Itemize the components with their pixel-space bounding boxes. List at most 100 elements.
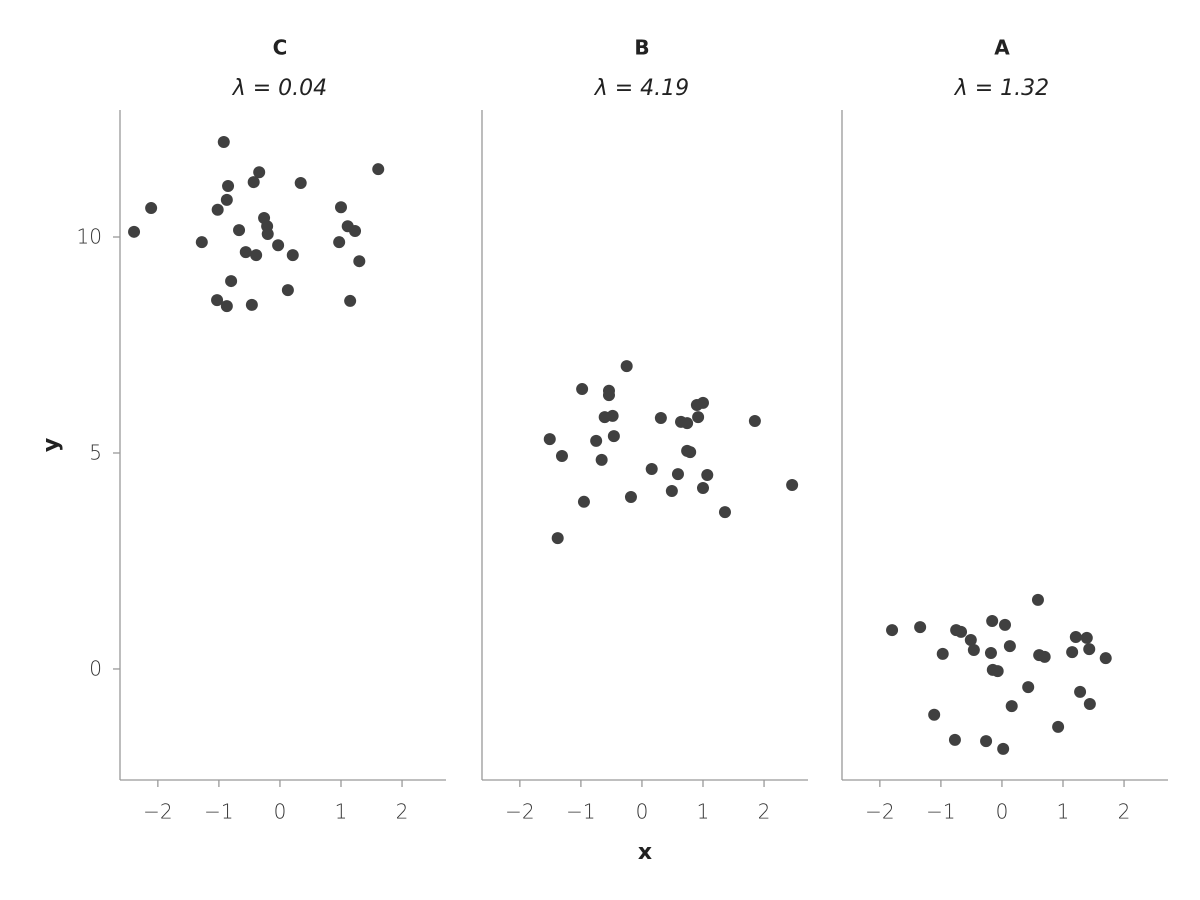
point (261, 227, 274, 240)
point (681, 417, 694, 430)
point (334, 201, 347, 214)
point (128, 225, 141, 238)
point (233, 224, 246, 237)
point (1074, 685, 1087, 698)
point (980, 735, 993, 748)
point (607, 430, 620, 443)
point (964, 634, 977, 647)
point (220, 193, 233, 206)
point (936, 647, 949, 660)
point (1052, 720, 1065, 733)
point (590, 434, 603, 447)
point (239, 246, 252, 259)
x-tick-label: −1 (566, 800, 595, 824)
point (253, 166, 266, 179)
point (999, 618, 1011, 631)
x-tick-label: −1 (926, 800, 955, 824)
panel-title: A (994, 36, 1010, 60)
point (1083, 643, 1096, 656)
point (1003, 640, 1016, 653)
point (606, 409, 619, 422)
x-tick-label: 0 (636, 800, 649, 824)
point (211, 203, 224, 216)
point (602, 389, 615, 402)
point (997, 742, 1010, 755)
point (543, 433, 556, 446)
point (701, 469, 714, 482)
x-tick-label: −2 (865, 800, 894, 824)
point (333, 236, 346, 249)
x-tick-label: 2 (396, 800, 409, 824)
x-tick-label: 1 (335, 800, 348, 824)
point (1066, 646, 1079, 659)
panel-subtitle: λ = 0.04 (232, 76, 327, 101)
point (991, 665, 1004, 678)
point (684, 446, 697, 459)
point (1069, 631, 1082, 644)
point (665, 485, 678, 498)
point (551, 532, 564, 545)
panel-subtitle: λ = 1.32 (954, 76, 1049, 101)
point (195, 236, 208, 249)
point (928, 708, 941, 721)
point (1031, 593, 1044, 606)
point (690, 399, 703, 412)
point (986, 615, 999, 628)
y-tick-label: 5 (89, 440, 102, 464)
point (1099, 652, 1112, 665)
point (955, 625, 968, 638)
point (1083, 697, 1096, 710)
point (645, 462, 658, 475)
x-tick-label: −2 (505, 800, 534, 824)
x-tick-label: −1 (204, 800, 233, 824)
panel-subtitle: λ = 4.19 (594, 76, 689, 101)
point (576, 383, 589, 396)
point (671, 468, 684, 481)
point (145, 202, 158, 215)
x-axis-label: x (638, 840, 652, 865)
point (948, 733, 961, 746)
point (696, 481, 709, 494)
point (220, 300, 233, 313)
point (654, 412, 667, 425)
point (786, 478, 799, 491)
y-tick-label: 10 (77, 225, 102, 249)
y-axis-label: y (39, 438, 64, 452)
point (718, 506, 731, 519)
point (886, 624, 899, 637)
point (222, 180, 235, 193)
y-tick-label: 0 (89, 656, 102, 680)
point (353, 255, 366, 268)
point (344, 294, 357, 307)
point (1080, 631, 1093, 644)
point (245, 298, 258, 311)
point (577, 495, 590, 508)
x-tick-label: 2 (1118, 800, 1131, 824)
x-tick-label: 0 (274, 800, 287, 824)
point (1038, 650, 1051, 663)
point (1022, 681, 1035, 694)
point (294, 177, 307, 190)
panel-title: B (634, 36, 649, 60)
point (984, 646, 997, 659)
point (624, 491, 637, 504)
point (272, 239, 285, 252)
x-tick-label: 2 (758, 800, 771, 824)
point (225, 275, 238, 288)
point (692, 411, 705, 424)
point (217, 135, 230, 148)
point (1005, 700, 1018, 713)
point (247, 176, 260, 189)
point (372, 163, 385, 176)
point (250, 249, 263, 262)
x-tick-label: 1 (1057, 800, 1070, 824)
point (349, 224, 362, 237)
point (286, 249, 299, 262)
point (748, 415, 761, 428)
point (967, 643, 980, 656)
point (914, 621, 927, 634)
point (620, 360, 633, 373)
point (281, 284, 294, 297)
x-tick-label: −2 (143, 800, 172, 824)
